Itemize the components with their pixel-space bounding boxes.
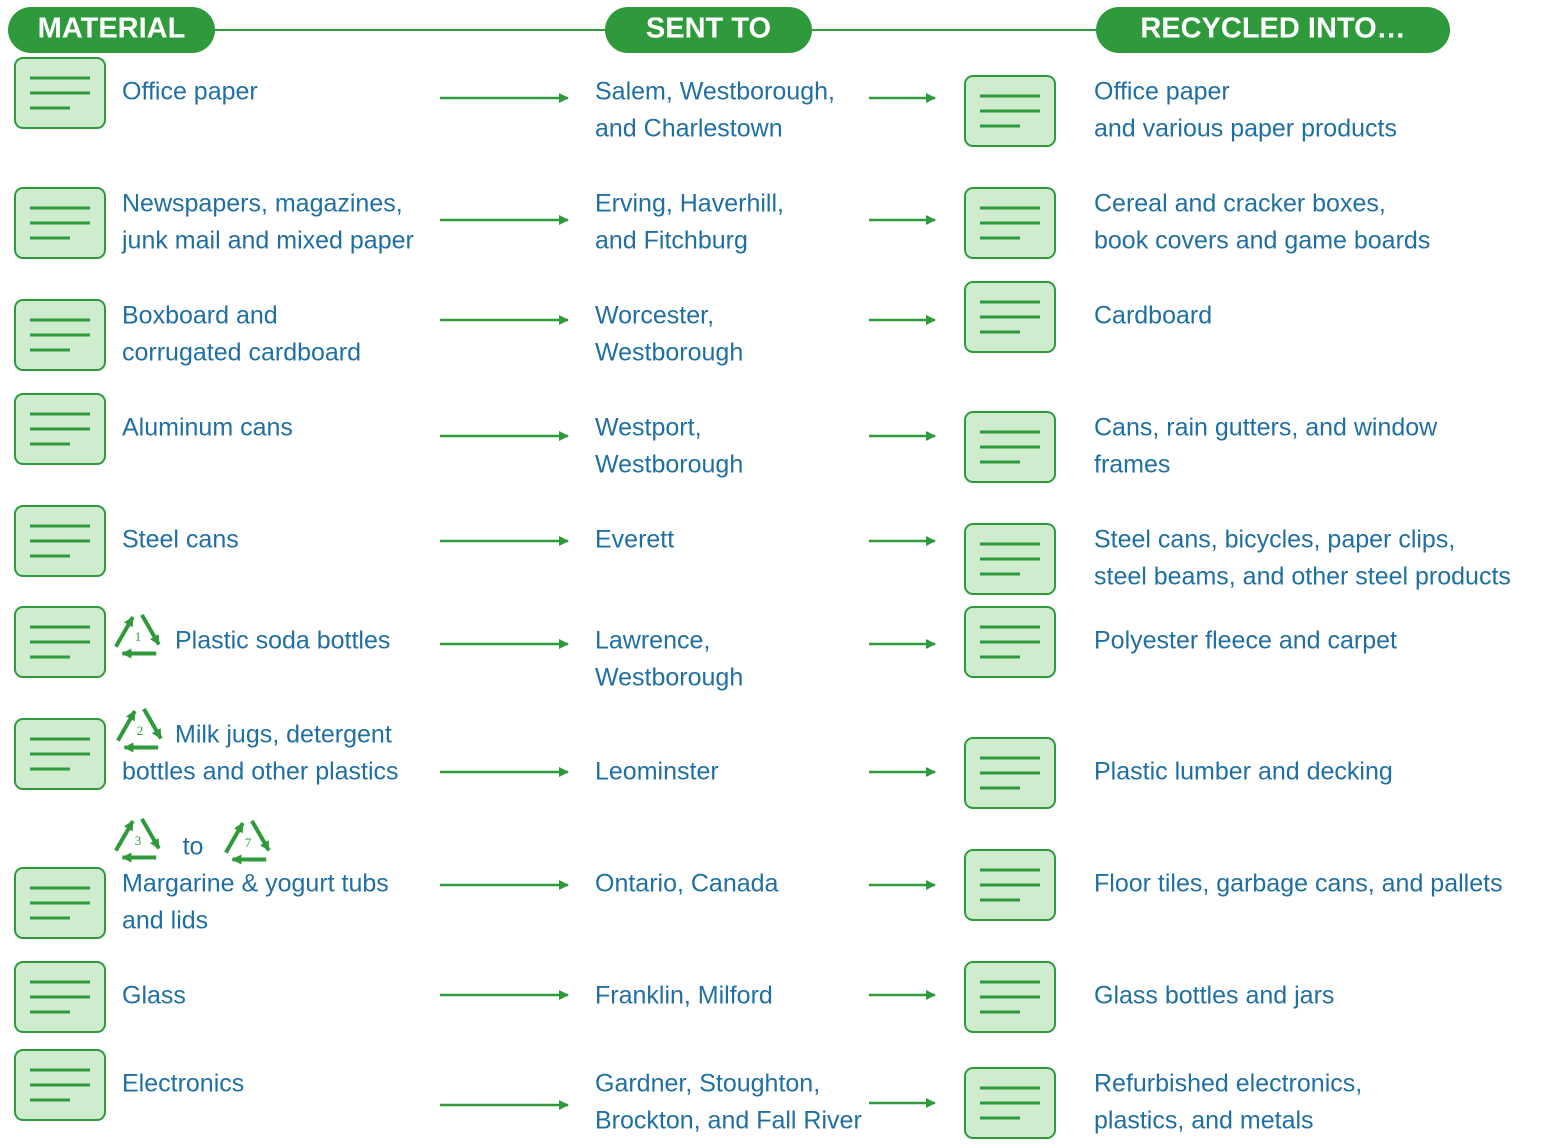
material-text: bottles and other plastics [122,758,399,786]
recycled-text: Refurbished electronics, [1094,1070,1362,1098]
recycled-text: frames [1094,451,1170,479]
recycled-text: Polyester fleece and carpet [1094,627,1397,655]
material-text: Plastic soda bottles [175,627,390,655]
resin-code: 3 [135,833,142,848]
recycle-arrow [116,617,133,647]
recycle-arrow [142,819,159,849]
header-label: SENT TO [646,13,771,45]
material-text: Aluminum cans [122,414,293,442]
recycle-arrow [116,821,133,851]
material-text: Office paper [122,78,258,106]
connector-text: to [183,833,204,861]
recycled-text: Glass bottles and jars [1094,982,1334,1010]
material-text: Boxboard and [122,302,278,330]
material-text: and lids [122,907,208,935]
sent-to-text: Westborough [595,339,743,367]
recycled-text: Cereal and cracker boxes, [1094,190,1386,218]
recycled-text: Steel cans, bicycles, paper clips, [1094,526,1455,554]
recycle-arrow [226,823,243,853]
recycled-text: book covers and game boards [1094,227,1430,255]
sent-to-text: Worcester, [595,302,714,330]
material-text: corrugated cardboard [122,339,361,367]
sent-to-text: Franklin, Milford [595,982,773,1010]
recycle-arrow [252,821,269,851]
sent-to-text: Leominster [595,758,719,786]
header-label: MATERIAL [38,13,186,45]
sent-to-text: Erving, Haverhill, [595,190,784,218]
recycle-symbol: 3 [116,819,159,858]
sent-to-text: Everett [595,526,674,554]
material-text: Electronics [122,1070,244,1098]
recycled-text: Office paper [1094,78,1230,106]
recycle-symbol: 7 [226,821,269,860]
resin-code: 1 [135,629,142,644]
page: {"header": {"columns": ["MATERIAL", "SEN… [0,0,1557,1148]
material-text: Margarine & yogurt tubs [122,870,389,898]
recycled-text: steel beams, and other steel products [1094,563,1511,591]
sent-to-text: Westport, [595,414,702,442]
recycle-arrow [118,711,135,741]
material-text: Newspapers, magazines, [122,190,403,218]
sent-to-text: Gardner, Stoughton, [595,1070,820,1098]
header-label: RECYCLED INTO… [1140,13,1405,45]
recycled-text: Plastic lumber and decking [1094,758,1393,786]
material-text: Glass [122,982,186,1010]
sent-to-text: Brockton, and Fall River [595,1107,862,1135]
material-text: Steel cans [122,526,239,554]
sent-to-text: and Charlestown [595,115,783,143]
sent-to-text: Ontario, Canada [595,870,779,898]
sent-to-text: Westborough [595,451,743,479]
sent-to-text: Westborough [595,664,743,692]
recycle-arrow [144,709,161,739]
sent-to-text: and Fitchburg [595,227,748,255]
recycled-text: Cardboard [1094,302,1212,330]
recycle-symbol: 1 [116,615,159,654]
recycle-symbol: 2 [118,709,161,748]
recycled-text: plastics, and metals [1094,1107,1314,1135]
recycle-arrow [142,615,159,645]
sent-to-text: Lawrence, [595,627,710,655]
material-text: Milk jugs, detergent [175,721,392,749]
diagram: MATERIAL SENT TO RECYCLED INTO… Office pape… [0,0,1557,1148]
recycled-text: Cans, rain gutters, and window [1094,414,1438,442]
resin-code: 7 [245,835,252,850]
sent-to-text: Salem, Westborough, [595,78,835,106]
recycled-text: Floor tiles, garbage cans, and pallets [1094,870,1503,898]
recycled-text: and various paper products [1094,115,1397,143]
material-text: junk mail and mixed paper [121,227,414,255]
resin-code: 2 [137,723,144,738]
